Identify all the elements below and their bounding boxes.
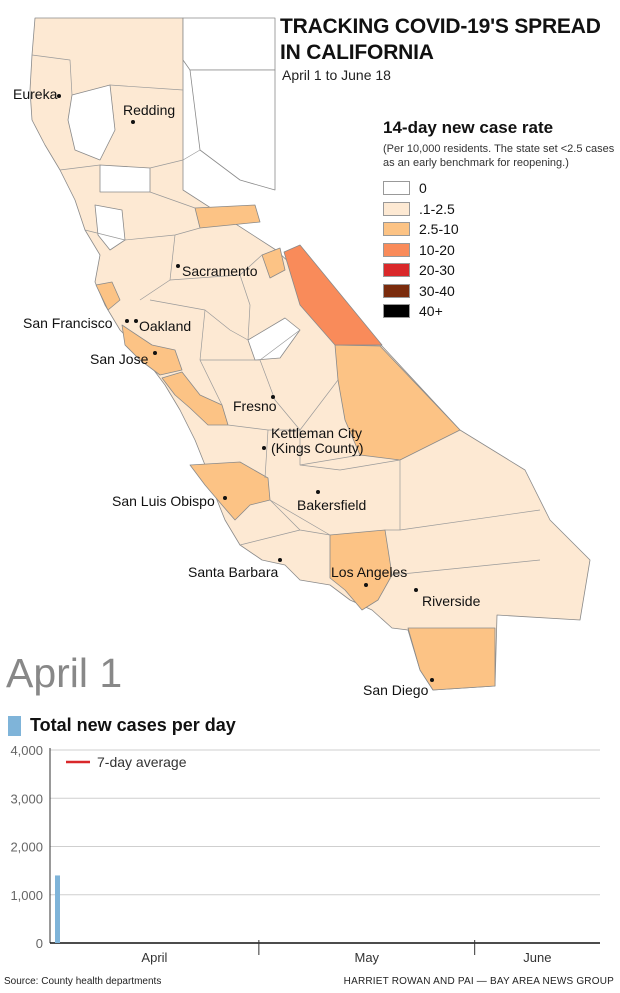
county-inyo bbox=[334, 344, 461, 461]
label-redding: Redding bbox=[123, 102, 175, 118]
label-san-diego: San Diego bbox=[363, 682, 429, 698]
county-sierra bbox=[194, 204, 261, 229]
county-alpine bbox=[261, 247, 286, 279]
legend-note: (Per 10,000 residents. The state set <2.… bbox=[383, 143, 615, 169]
label-san-jose: San Jose bbox=[90, 351, 149, 367]
x-tick-label: May bbox=[354, 950, 379, 965]
label-kettleman-city: Kettleman City bbox=[271, 425, 362, 441]
source-credit: Source: County health departments bbox=[4, 976, 162, 987]
county-tehama bbox=[99, 164, 151, 193]
legend-swatch bbox=[383, 263, 410, 278]
chart-header: Total new cases per day bbox=[8, 715, 236, 736]
legend-label: .1-2.5 bbox=[419, 200, 455, 217]
legend-swatch bbox=[383, 181, 410, 196]
legend-swatch bbox=[383, 304, 410, 319]
current-date-label: April 1 bbox=[6, 650, 123, 696]
y-tick-label: 0 bbox=[36, 936, 43, 951]
label-san-francisco: San Francisco bbox=[23, 315, 113, 331]
legend-items: 0 .1-2.5 2.5-10 10-20 20-30 30-40 40+ bbox=[383, 178, 620, 322]
county-modoc bbox=[182, 17, 276, 71]
legend-item: .1-2.5 bbox=[383, 199, 620, 220]
county-marin bbox=[95, 281, 121, 311]
county-mono bbox=[247, 317, 301, 361]
title-line-2: IN CALIFORNIA bbox=[280, 41, 434, 64]
county-lassen bbox=[189, 69, 276, 191]
date-range-subtitle: April 1 to June 18 bbox=[282, 67, 391, 83]
label-los-angeles: Los Angeles bbox=[331, 564, 407, 580]
y-tick-label: 2,000 bbox=[10, 840, 43, 855]
legend-item: 0 bbox=[383, 178, 620, 199]
legend-label: 0 bbox=[419, 180, 427, 197]
label-san-luis-obispo: San Luis Obispo bbox=[112, 493, 215, 509]
legend-label: 10-20 bbox=[419, 241, 455, 258]
legend-label: 30-40 bbox=[419, 282, 455, 299]
label-riverside: Riverside bbox=[422, 593, 481, 609]
y-tick-label: 4,000 bbox=[10, 743, 43, 758]
county-mono-high bbox=[283, 244, 383, 346]
map-legend: 14-day new case rate (Per 10,000 residen… bbox=[383, 118, 620, 322]
legend-label-7-day-average: 7-day average bbox=[97, 754, 187, 770]
legend-title: 14-day new case rate bbox=[383, 118, 554, 137]
legend-item: 10-20 bbox=[383, 240, 620, 261]
label-sacramento: Sacramento bbox=[182, 263, 258, 279]
legend-item: 30-40 bbox=[383, 281, 620, 302]
y-tick-label: 1,000 bbox=[10, 888, 43, 903]
bar-april-1 bbox=[55, 875, 60, 943]
x-tick-label: June bbox=[523, 950, 551, 965]
label-fresno: Fresno bbox=[233, 398, 277, 414]
california-county-map: Eureka Redding Sacramento San Francisco … bbox=[13, 17, 591, 698]
county-san-luis-obispo bbox=[189, 461, 271, 521]
legend-swatch bbox=[383, 242, 410, 257]
legend-label: 2.5-10 bbox=[419, 221, 459, 238]
label-bakersfield: Bakersfield bbox=[297, 497, 366, 513]
chart-title-swatch bbox=[8, 715, 21, 736]
legend-item: 40+ bbox=[383, 301, 620, 322]
legend-swatch bbox=[383, 222, 410, 237]
county-los-angeles bbox=[329, 529, 393, 611]
county-mendocino-east bbox=[94, 204, 126, 251]
legend-item: 20-30 bbox=[383, 260, 620, 281]
y-tick-label: 3,000 bbox=[10, 791, 43, 806]
county-santa-clara bbox=[121, 324, 183, 376]
daily-cases-chart: 0 1,000 2,000 3,000 4,000 April May June 7-day a… bbox=[10, 743, 600, 965]
legend-swatch bbox=[383, 283, 410, 298]
x-tick-label: April bbox=[141, 950, 167, 965]
legend-swatch bbox=[383, 201, 410, 216]
label-eureka: Eureka bbox=[13, 86, 58, 102]
label-kings-county: (Kings County) bbox=[271, 440, 364, 456]
legend-item: 2.5-10 bbox=[383, 219, 620, 240]
state-outline bbox=[29, 17, 591, 691]
chart-title: Total new cases per day bbox=[30, 715, 236, 735]
author-credit: HARRIET ROWAN AND PAI — BAY AREA NEWS GR… bbox=[343, 976, 614, 987]
county-san-diego bbox=[407, 627, 496, 691]
title-line-1: TRACKING COVID-19'S SPREAD bbox=[280, 15, 601, 38]
label-santa-barbara: Santa Barbara bbox=[188, 564, 278, 580]
label-oakland: Oakland bbox=[139, 318, 191, 334]
legend-label: 20-30 bbox=[419, 262, 455, 279]
legend-label: 40+ bbox=[419, 303, 443, 320]
page-title: TRACKING COVID-19'S SPREAD IN CALIFORNIA bbox=[280, 14, 610, 66]
